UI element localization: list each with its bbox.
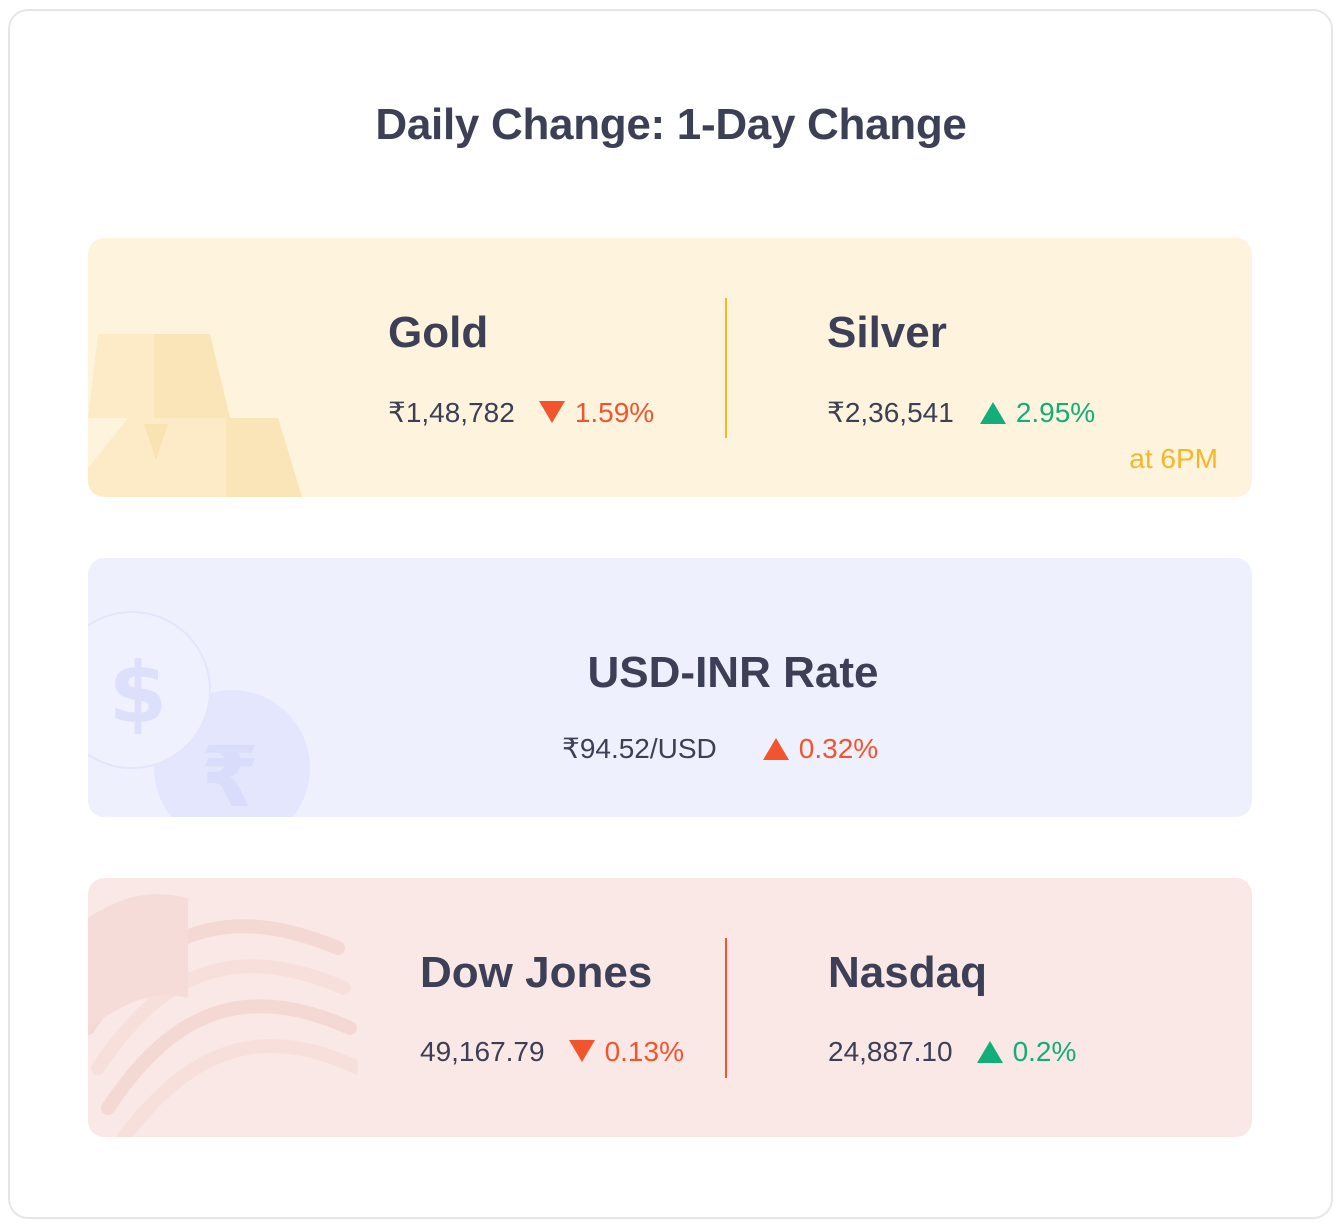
nasdaq-change-value: 0.2% — [1012, 1036, 1077, 1067]
fx-change: 0.32% — [762, 732, 879, 765]
svg-text:$: $ — [109, 644, 167, 742]
us-flag-icon — [88, 894, 358, 1137]
fx-card: ₹ $ USD-INR Rate ₹94.52/USD 0.32% — [88, 558, 1252, 817]
currency-coins-icon: ₹ $ — [88, 611, 310, 817]
dow-change-value: 0.13% — [604, 1036, 684, 1067]
up-arrow-icon — [976, 1041, 1003, 1063]
gold-change-value: 1.59% — [574, 396, 655, 428]
svg-text:₹: ₹ — [201, 728, 259, 817]
gold-bars-icon — [88, 334, 302, 497]
metals-divider — [725, 298, 727, 438]
fx-price: ₹94.52/USD — [562, 733, 717, 764]
gold-change: 1.59% — [538, 396, 655, 429]
nasdaq-change: 0.2% — [976, 1036, 1077, 1068]
gold-label: Gold — [388, 308, 489, 357]
dow-label: Dow Jones — [420, 948, 653, 997]
fx-label: USD-INR Rate — [587, 648, 879, 697]
page-title: Daily Change: 1-Day Change — [375, 100, 967, 149]
indices-divider — [725, 938, 727, 1078]
metals-card: Gold ₹1,48,782 1.59% Silver ₹2,36,541 2.… — [88, 238, 1252, 497]
down-arrow-icon — [568, 1040, 595, 1062]
silver-change: 2.95% — [979, 396, 1096, 429]
silver-price: ₹2,36,541 — [827, 397, 954, 428]
nasdaq-price: 24,887.10 — [828, 1036, 953, 1067]
dow-change: 0.13% — [568, 1036, 684, 1068]
fx-change-value: 0.32% — [798, 732, 879, 764]
silver-label: Silver — [827, 308, 947, 357]
up-arrow-icon — [762, 737, 789, 760]
gold-price: ₹1,48,782 — [388, 397, 515, 428]
down-arrow-icon — [538, 400, 565, 423]
time-note: at 6PM — [1129, 443, 1218, 474]
up-arrow-icon — [979, 401, 1006, 424]
nasdaq-label: Nasdaq — [828, 948, 987, 997]
silver-change-value: 2.95% — [1015, 396, 1096, 428]
indices-card: Dow Jones 49,167.79 0.13% Nasdaq 24,887.… — [88, 878, 1252, 1137]
dow-price: 49,167.79 — [420, 1036, 545, 1067]
